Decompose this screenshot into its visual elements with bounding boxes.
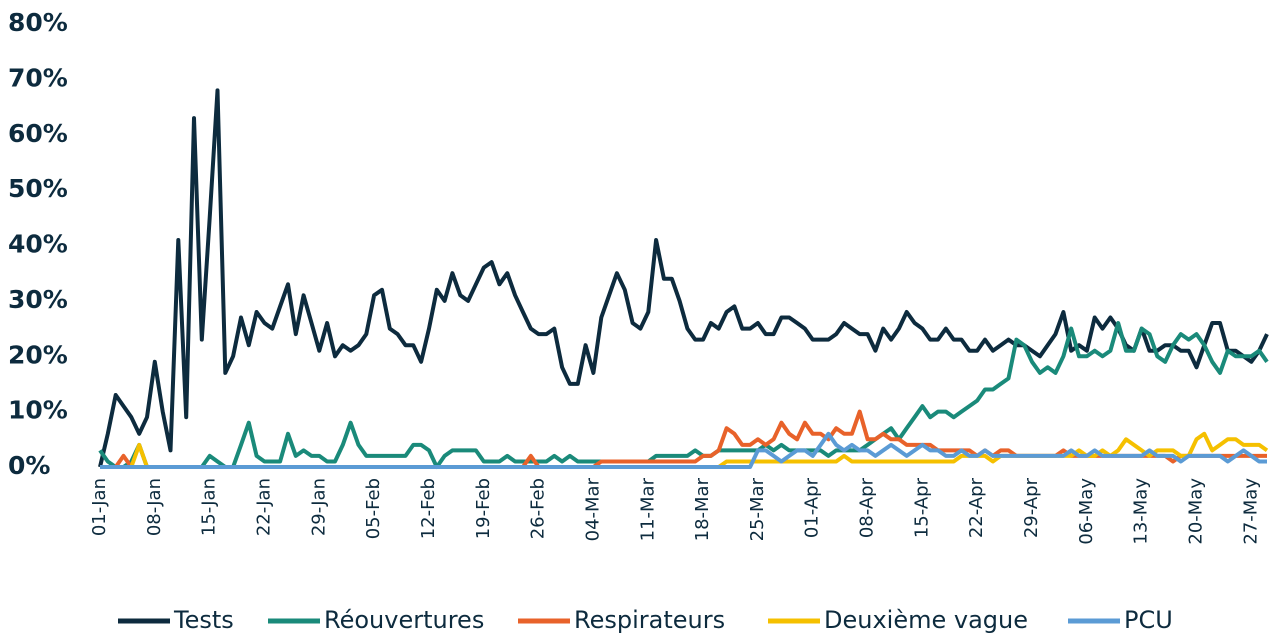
x-tick-label: 13-May [1131,478,1152,545]
x-tick-label: 25-Mar [747,477,768,541]
x-tick-label: 29-Jan [308,478,329,536]
x-tick-label: 22-Jan [253,478,274,536]
y-tick-label: 0% [8,451,50,480]
x-tick-label: 05-Feb [363,478,384,539]
y-tick-label: 30% [8,285,68,314]
x-tick-label: 29-Apr [1021,477,1042,538]
y-tick-label: 80% [8,8,68,37]
legend-label: Tests [173,606,234,634]
series-line [100,431,1267,469]
legend-label: Deuxième vague [824,606,1028,634]
x-tick-label: 11-Mar [637,477,658,541]
x-tick-label: 19-Feb [473,478,494,539]
legend-label: Réouvertures [324,606,484,634]
y-tick-label: 60% [8,119,68,148]
series-line [98,321,1269,469]
series-line [98,88,1269,468]
y-tick-label: 20% [8,340,68,369]
x-tick-label: 22-Apr [966,477,987,538]
x-tick-label: 26-Feb [528,478,549,539]
legend-label: PCU [1124,606,1173,634]
x-tick-label: 01-Apr [802,477,823,538]
y-tick-label: 40% [8,230,68,259]
x-tick-label: 18-Mar [692,477,713,541]
legend-label: Respirateurs [574,606,725,634]
x-tick-label: 01-Jan [89,478,110,536]
y-tick-label: 50% [8,174,68,203]
x-tick-label: 15-Apr [911,477,932,538]
x-tick-label: 04-Mar [582,477,603,541]
x-tick-label: 27-May [1240,478,1261,545]
x-tick-label: 06-May [1076,478,1097,545]
series-line [100,409,1267,469]
x-tick-label: 08-Apr [857,477,878,538]
x-tick-label: 08-Jan [144,478,165,536]
y-tick-label: 70% [8,63,68,92]
x-tick-label: 15-Jan [199,478,220,536]
x-tick-label: 20-May [1186,478,1207,545]
x-tick-label: 12-Feb [418,478,439,539]
y-tick-label: 10% [8,396,68,425]
